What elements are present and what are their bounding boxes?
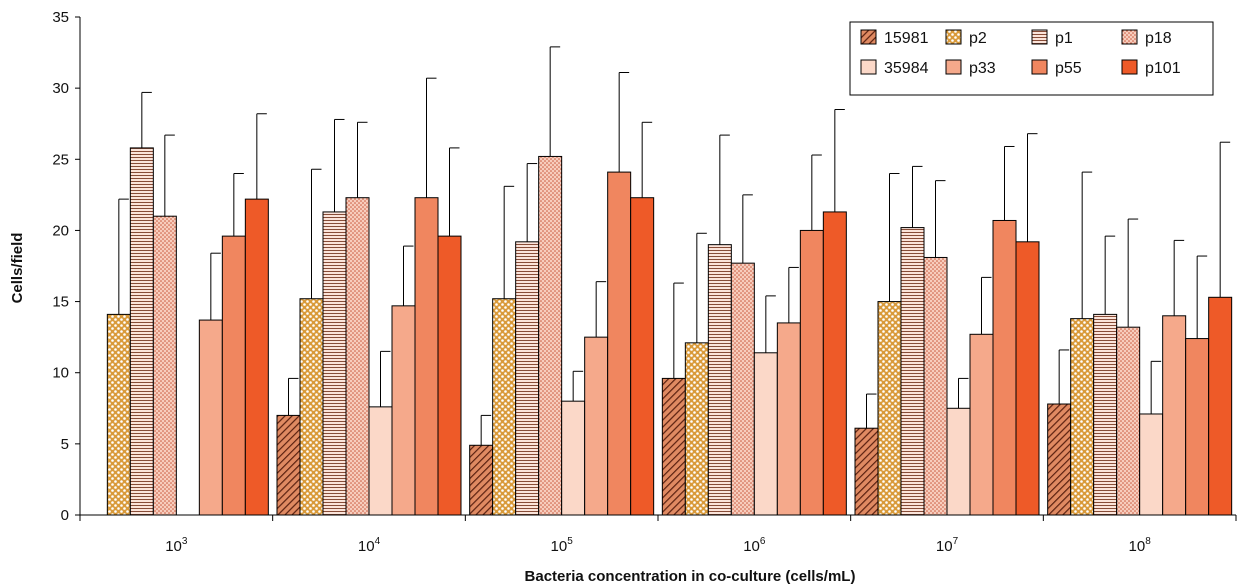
bar-p55-cat-3 (607, 171, 632, 516)
bar-p18-cat-5 (923, 256, 948, 516)
axes-layer: 0 5 10 15 20 25 30 35 103 104 105 106 107 108 (52, 9, 1237, 555)
legend-swatch-p101 (1121, 59, 1138, 75)
y-tick-label: 10 (52, 365, 69, 382)
x-tick-label: 105 (551, 536, 574, 555)
bar-p2-cat-5 (877, 301, 902, 516)
bar-15981-cat-4 (661, 377, 686, 516)
bar-p101-cat-3 (630, 197, 655, 516)
legend-swatch-p55 (1031, 59, 1048, 75)
legend-swatch-15981 (860, 29, 877, 45)
legend-swatch-35984 (860, 59, 877, 75)
y-tick-label: 0 (61, 507, 69, 524)
x-axis-title: Bacteria concentration in co-culture (ce… (525, 568, 856, 585)
bar-p33-cat-2 (391, 305, 416, 516)
bars-layer (106, 147, 1233, 516)
x-tick-label: 103 (165, 536, 188, 555)
bar-p33-cat-6 (1162, 315, 1187, 516)
bar-35984-cat-2 (368, 406, 393, 516)
y-axis-title: Cells/field (9, 233, 26, 304)
bar-p18-cat-4 (730, 262, 755, 516)
bar-15981-cat-6 (1047, 403, 1072, 516)
bar-p55-cat-2 (414, 197, 439, 516)
legend-label-15981: 15981 (884, 30, 929, 47)
legend-label-p101: p101 (1145, 60, 1181, 77)
legend-label-p18: p18 (1145, 30, 1172, 47)
bar-p33-cat-5 (969, 333, 994, 516)
y-tick-label: 15 (52, 294, 69, 311)
bar-p33-cat-4 (776, 322, 801, 516)
bar-p33-cat-3 (584, 336, 609, 516)
legend-label-p33: p33 (969, 60, 996, 77)
bar-p101-cat-5 (1015, 241, 1040, 516)
bar-p55-cat-6 (1185, 338, 1210, 516)
x-tick-label: 106 (743, 536, 766, 555)
legend-swatch-p1 (1031, 29, 1048, 45)
bar-p2-cat-4 (684, 342, 709, 516)
legend-swatch-p18 (1121, 29, 1138, 45)
bar-p55-cat-4 (799, 229, 824, 516)
bar-p2-cat-1 (106, 313, 131, 516)
bar-p18-cat-3 (538, 155, 563, 516)
bar-p2-cat-3 (492, 298, 517, 516)
bar-35984-cat-5 (946, 407, 971, 516)
bar-15981-cat-5 (854, 427, 879, 516)
bar-p1-cat-2 (322, 211, 347, 516)
legend-label-35984: 35984 (884, 60, 929, 77)
bar-p18-cat-6 (1116, 326, 1141, 516)
y-tick-label: 30 (52, 80, 69, 97)
x-tick-label: 107 (936, 536, 959, 555)
bar-p101-cat-1 (244, 198, 269, 516)
bar-p1-cat-3 (515, 241, 540, 516)
error-bars-layer (118, 46, 1231, 446)
bar-p101-cat-6 (1208, 296, 1233, 516)
bar-p1-cat-1 (129, 147, 154, 516)
y-tick-label: 5 (61, 436, 69, 453)
bar-35984-cat-4 (753, 352, 778, 516)
legend-swatch-p33 (945, 59, 962, 75)
bar-p55-cat-1 (221, 235, 246, 516)
bar-p2-cat-6 (1070, 318, 1095, 516)
bar-p1-cat-6 (1093, 313, 1118, 516)
bar-p1-cat-4 (707, 244, 732, 516)
bar-p101-cat-2 (437, 235, 462, 516)
legend-label-p55: p55 (1055, 60, 1082, 77)
y-tick-label: 35 (52, 9, 69, 26)
bar-p33-cat-1 (198, 319, 223, 516)
y-tick-label: 25 (52, 151, 69, 168)
legend: 15981 p2 p1 p18 35984 p33 p55 p101 (849, 21, 1214, 96)
bar-15981-cat-3 (469, 444, 494, 516)
bar-35984-cat-3 (561, 400, 586, 516)
bar-15981-cat-2 (276, 414, 301, 516)
x-tick-label: 104 (358, 536, 381, 555)
bar-p18-cat-2 (345, 197, 370, 516)
bar-p2-cat-2 (299, 298, 324, 516)
legend-label-p2: p2 (969, 30, 987, 47)
y-tick-label: 20 (52, 222, 69, 239)
bar-p101-cat-4 (822, 211, 847, 516)
bar-35984-cat-6 (1139, 413, 1164, 516)
legend-swatch-p2 (945, 29, 962, 45)
legend-label-p1: p1 (1055, 30, 1073, 47)
bar-p18-cat-1 (152, 215, 177, 516)
bar-p55-cat-5 (992, 219, 1017, 516)
x-tick-label: 108 (1129, 536, 1152, 555)
bar-p1-cat-5 (900, 227, 925, 516)
